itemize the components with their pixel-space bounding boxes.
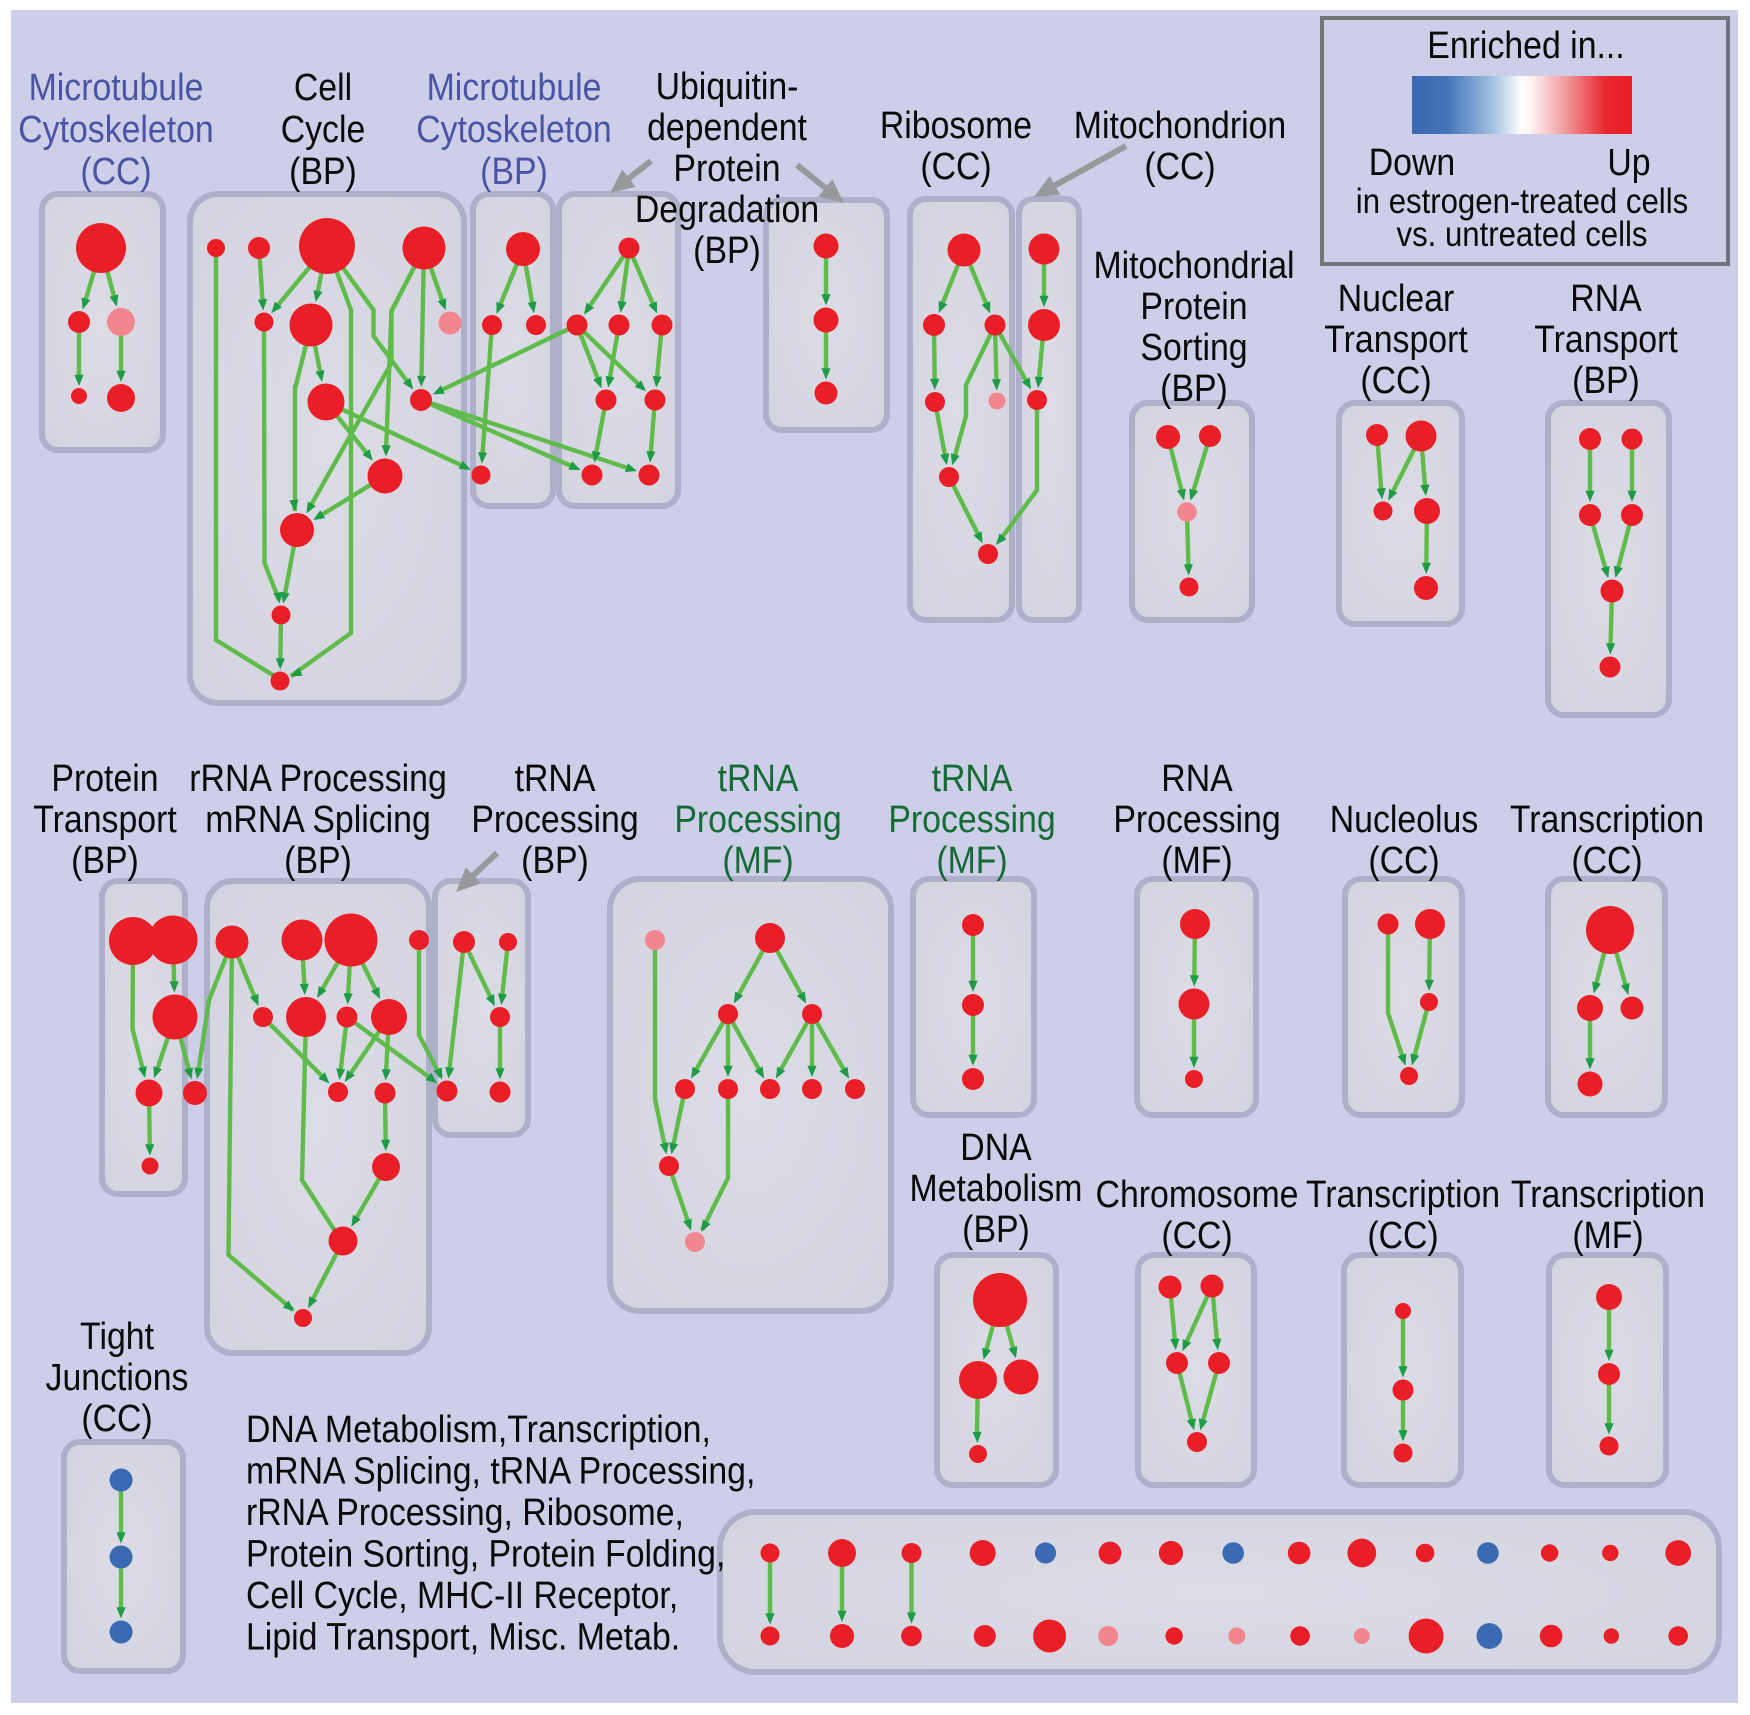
svg-text:(CC): (CC) — [1367, 1213, 1438, 1256]
svg-text:mRNA Splicing, tRNA Processing: mRNA Splicing, tRNA Processing, — [246, 1449, 755, 1492]
svg-text:Mitochondrial: Mitochondrial — [1093, 243, 1294, 286]
svg-text:tRNA: tRNA — [718, 756, 799, 799]
svg-text:in estrogen-treated cells: in estrogen-treated cells — [1356, 182, 1688, 221]
svg-text:Chromosome: Chromosome — [1096, 1172, 1299, 1215]
svg-text:(BP): (BP) — [284, 838, 352, 881]
svg-text:Protein: Protein — [673, 146, 780, 189]
svg-text:rRNA Processing, Ribosome,: rRNA Processing, Ribosome, — [246, 1490, 684, 1533]
svg-text:(BP): (BP) — [962, 1207, 1030, 1250]
svg-text:Ubiquitin-: Ubiquitin- — [656, 64, 799, 107]
svg-text:tRNA: tRNA — [515, 756, 596, 799]
svg-text:Ribosome: Ribosome — [880, 103, 1032, 146]
svg-text:Transcription: Transcription — [1511, 1172, 1705, 1215]
svg-text:Sorting: Sorting — [1140, 325, 1247, 368]
svg-text:Nucleolus: Nucleolus — [1330, 797, 1479, 840]
svg-text:(BP): (BP) — [1572, 358, 1640, 401]
svg-text:Processing: Processing — [471, 797, 638, 840]
svg-text:Cytoskeleton: Cytoskeleton — [416, 107, 612, 150]
svg-text:Transcription: Transcription — [1510, 797, 1704, 840]
svg-text:Degradation: Degradation — [635, 187, 819, 230]
svg-text:(MF): (MF) — [936, 838, 1007, 881]
svg-text:dependent: dependent — [647, 105, 807, 148]
svg-text:Transport: Transport — [33, 797, 176, 840]
svg-text:Transport: Transport — [1534, 317, 1677, 360]
svg-text:Up: Up — [1607, 140, 1650, 183]
svg-text:Tight: Tight — [80, 1314, 154, 1357]
svg-text:Enriched in...: Enriched in... — [1427, 23, 1624, 66]
svg-text:RNA: RNA — [1570, 276, 1641, 319]
svg-text:(CC): (CC) — [1360, 358, 1431, 401]
svg-text:(BP): (BP) — [480, 149, 548, 192]
svg-text:Cell Cycle, MHC-II Receptor,: Cell Cycle, MHC-II Receptor, — [246, 1573, 678, 1616]
svg-text:Metabolism: Metabolism — [910, 1166, 1083, 1209]
svg-text:(MF): (MF) — [722, 838, 793, 881]
svg-text:Microtubule: Microtubule — [427, 65, 602, 108]
svg-text:(CC): (CC) — [81, 1396, 152, 1439]
svg-text:Cycle: Cycle — [281, 107, 366, 150]
svg-text:Cytoskeleton: Cytoskeleton — [18, 107, 214, 150]
svg-text:(BP): (BP) — [289, 149, 357, 192]
svg-text:(CC): (CC) — [920, 144, 991, 187]
svg-text:(CC): (CC) — [1161, 1213, 1232, 1256]
svg-text:(CC): (CC) — [80, 149, 151, 192]
svg-text:Protein Sorting, Protein Foldi: Protein Sorting, Protein Folding, — [246, 1532, 725, 1575]
svg-text:(BP): (BP) — [1160, 366, 1228, 409]
svg-text:(BP): (BP) — [521, 838, 589, 881]
svg-text:(CC): (CC) — [1144, 144, 1215, 187]
svg-text:(BP): (BP) — [71, 838, 139, 881]
svg-text:DNA: DNA — [960, 1125, 1031, 1168]
svg-text:Processing: Processing — [1113, 797, 1280, 840]
svg-text:(MF): (MF) — [1572, 1213, 1643, 1256]
svg-text:(MF): (MF) — [1161, 838, 1232, 881]
svg-text:Lipid Transport, Misc. Metab.: Lipid Transport, Misc. Metab. — [246, 1615, 680, 1658]
svg-text:(CC): (CC) — [1368, 838, 1439, 881]
svg-text:Protein: Protein — [51, 756, 158, 799]
svg-text:(CC): (CC) — [1571, 838, 1642, 881]
svg-text:vs. untreated cells: vs. untreated cells — [1396, 215, 1647, 254]
svg-text:DNA Metabolism,Transcription,: DNA Metabolism,Transcription, — [246, 1407, 711, 1450]
svg-text:Processing: Processing — [674, 797, 841, 840]
svg-text:mRNA Splicing: mRNA Splicing — [205, 797, 431, 840]
svg-text:Protein: Protein — [1140, 284, 1247, 327]
svg-text:RNA: RNA — [1161, 756, 1232, 799]
svg-text:Processing: Processing — [888, 797, 1055, 840]
svg-text:(BP): (BP) — [693, 228, 761, 271]
svg-text:Junctions: Junctions — [46, 1355, 189, 1398]
svg-text:Transcription: Transcription — [1306, 1172, 1500, 1215]
svg-text:Mitochondrion: Mitochondrion — [1074, 103, 1286, 146]
svg-text:Transport: Transport — [1324, 317, 1467, 360]
svg-text:Cell: Cell — [294, 65, 352, 108]
svg-text:rRNA Processing: rRNA Processing — [189, 756, 446, 799]
svg-text:Microtubule: Microtubule — [29, 65, 204, 108]
svg-text:Down: Down — [1369, 140, 1455, 183]
svg-text:tRNA: tRNA — [932, 756, 1013, 799]
svg-text:Nuclear: Nuclear — [1338, 276, 1455, 319]
